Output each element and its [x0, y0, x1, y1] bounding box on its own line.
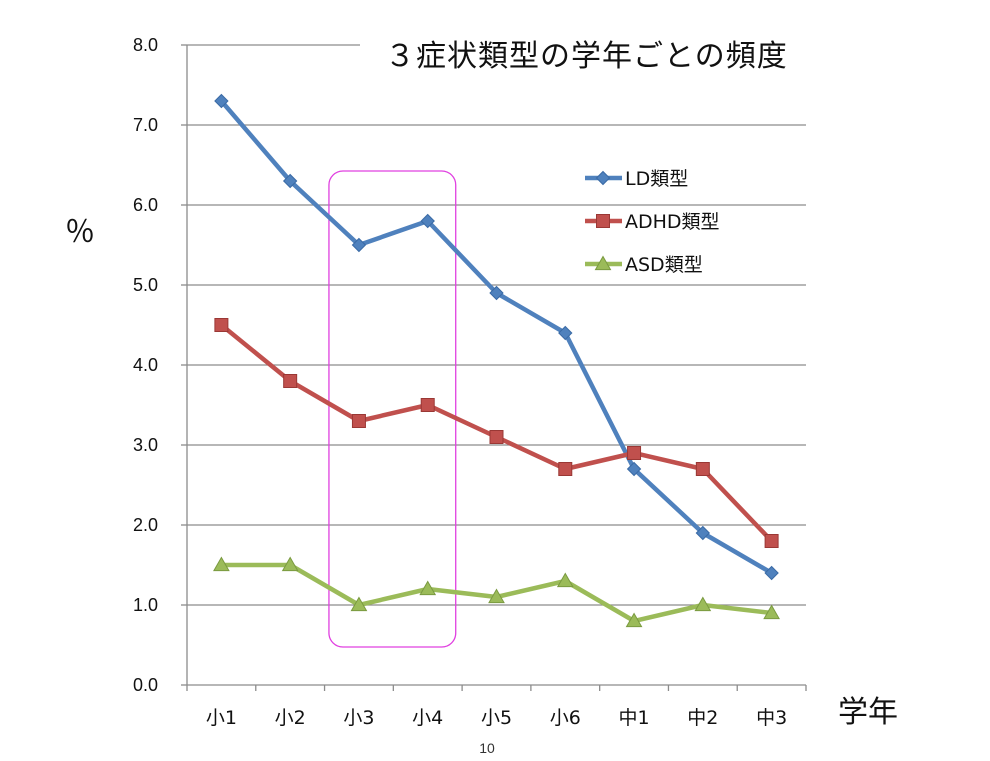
page-number: 10 — [479, 740, 495, 756]
data-point — [419, 580, 437, 596]
x-axis-label: 学年 — [838, 695, 898, 730]
data-point — [282, 173, 298, 189]
data-point — [420, 398, 435, 412]
x-tick-labels: 小1 小2 小3 小4 小5 小6 中1 中2 中3 — [206, 707, 787, 729]
data-point — [488, 588, 505, 604]
legend-label: ASD類型 — [625, 254, 703, 276]
x-tick-label: 小6 — [550, 707, 581, 729]
y-tick-label: 0.0 — [133, 675, 158, 695]
series-group — [213, 93, 780, 628]
x-tick-label: 中1 — [619, 707, 650, 729]
data-point — [626, 461, 642, 477]
series-3 — [213, 556, 780, 628]
chart-title: ３症状類型の学年ごとの頻度 — [385, 39, 788, 74]
x-tick-label: 小3 — [343, 707, 374, 729]
title-background — [360, 30, 840, 80]
data-point — [556, 572, 574, 588]
data-point — [351, 414, 366, 428]
grid-lines — [181, 44, 806, 686]
data-point — [350, 596, 368, 612]
data-point — [214, 318, 229, 332]
y-axis-label: ％ — [65, 215, 95, 250]
y-tick-label: 5.0 — [133, 275, 158, 295]
data-point — [695, 525, 711, 541]
legend-marker — [596, 214, 610, 228]
y-tick-label: 6.0 — [133, 195, 158, 215]
series-2 — [214, 318, 779, 548]
y-tick-label: 1.0 — [133, 595, 158, 615]
y-tick-label: 2.0 — [133, 515, 158, 535]
data-point — [420, 213, 435, 229]
x-tick-label: 小5 — [481, 707, 512, 729]
data-point — [625, 612, 643, 628]
highlight-box — [328, 170, 457, 648]
axes — [186, 45, 807, 691]
legend-marker — [595, 170, 611, 186]
data-point — [351, 237, 367, 253]
series-line — [219, 98, 774, 576]
x-tick-label: 小1 — [206, 707, 237, 729]
data-point — [694, 596, 712, 612]
data-point — [627, 446, 642, 460]
data-point — [764, 534, 779, 548]
data-point — [213, 556, 230, 572]
x-tick-label: 小2 — [275, 707, 306, 729]
data-point — [558, 462, 573, 476]
legend-marker — [594, 255, 612, 271]
data-point — [489, 430, 504, 444]
data-point — [214, 93, 229, 109]
x-tick-label: 中2 — [687, 707, 718, 729]
data-point — [695, 462, 710, 476]
legend: LD類型 ADHD類型 ASD類型 — [585, 168, 720, 276]
y-tick-label: 7.0 — [133, 115, 158, 135]
legend-label: LD類型 — [625, 168, 688, 190]
x-tick-label: 小4 — [412, 707, 443, 729]
y-tick-label: 3.0 — [133, 435, 158, 455]
data-point — [283, 374, 298, 388]
data-point — [489, 285, 504, 301]
data-point — [558, 325, 573, 341]
y-tick-label: 8.0 — [133, 35, 158, 55]
y-tick-labels: 0.0 1.0 2.0 3.0 4.0 5.0 6.0 7.0 8.0 — [133, 35, 158, 695]
legend-label: ADHD類型 — [625, 211, 720, 233]
x-tick-label: 中3 — [756, 707, 787, 729]
series-1 — [214, 93, 779, 581]
data-point — [281, 556, 299, 572]
data-point — [763, 604, 780, 620]
highlight-rect — [328, 170, 457, 648]
data-point — [764, 565, 779, 581]
y-tick-label: 4.0 — [133, 355, 158, 375]
